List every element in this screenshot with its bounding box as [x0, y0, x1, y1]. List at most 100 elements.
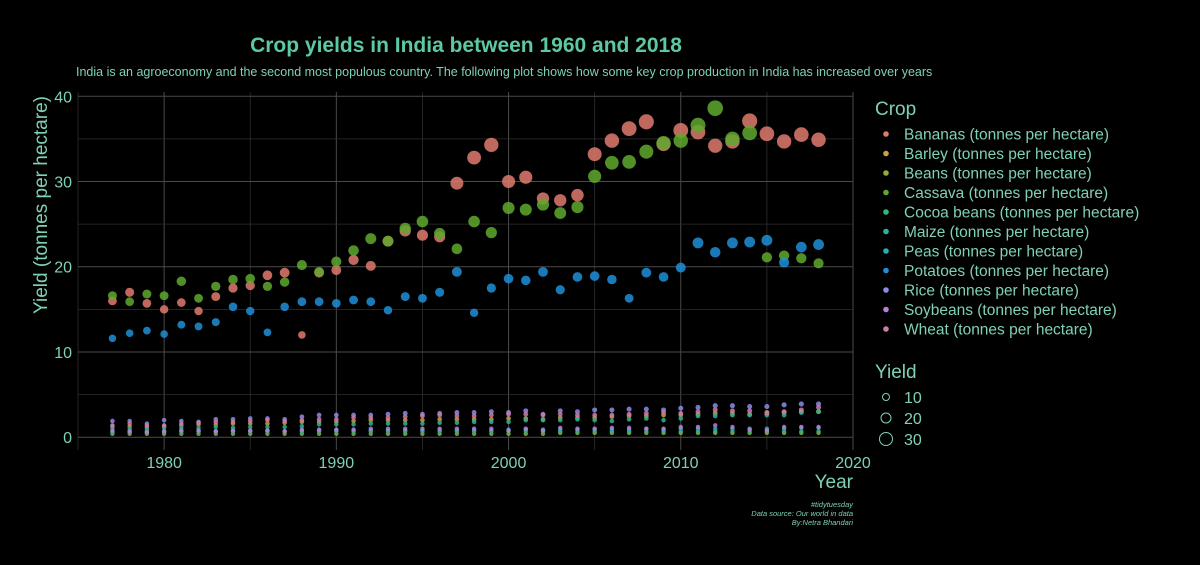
data-point — [661, 426, 666, 431]
data-point — [521, 275, 531, 286]
data-point — [558, 425, 563, 431]
data-point — [575, 416, 580, 422]
legend-size-key — [880, 412, 892, 424]
data-point — [437, 420, 442, 425]
data-point — [471, 426, 477, 431]
data-point — [742, 113, 758, 129]
legend-label: Wheat (tonnes per hectare) — [904, 322, 1093, 339]
data-point — [540, 428, 546, 433]
data-point — [297, 297, 307, 307]
data-point — [643, 406, 649, 412]
legend: Crop Bananas (tonnes per hectare) Barley (… — [875, 99, 1139, 449]
data-point — [316, 416, 322, 422]
data-point — [382, 235, 394, 247]
data-point — [709, 246, 721, 258]
x-axis-label: Year — [815, 472, 854, 493]
data-point — [316, 422, 322, 427]
data-point — [605, 155, 619, 170]
data-point — [127, 421, 132, 426]
data-point — [262, 281, 273, 291]
data-point — [557, 408, 563, 414]
data-point — [592, 417, 597, 423]
data-point — [245, 280, 255, 291]
legend-size-label: 30 — [904, 432, 922, 449]
x-tick-label: 1980 — [146, 455, 182, 472]
data-point — [230, 419, 236, 425]
data-point — [730, 412, 735, 418]
data-point — [712, 413, 718, 419]
legend-label: Beans (tonnes per hectare) — [904, 166, 1092, 183]
data-point — [708, 138, 723, 153]
data-point — [454, 410, 460, 415]
data-point — [451, 243, 463, 255]
data-point — [554, 194, 567, 207]
data-point — [592, 412, 598, 418]
data-point — [279, 277, 290, 287]
data-point — [179, 421, 184, 426]
legend-key — [883, 287, 889, 293]
data-point — [621, 121, 637, 137]
legend-label: Rice (tonnes per hectare) — [904, 283, 1079, 300]
data-point — [695, 424, 701, 430]
data-point — [316, 427, 322, 432]
data-point — [351, 422, 356, 427]
data-point — [247, 418, 253, 424]
data-point — [502, 175, 516, 188]
data-point — [592, 407, 598, 413]
data-point — [211, 318, 220, 327]
data-point — [279, 267, 290, 278]
data-point — [245, 273, 256, 284]
data-point — [142, 299, 152, 308]
series-group — [108, 234, 824, 343]
data-point — [420, 417, 425, 423]
data-point — [435, 287, 445, 297]
data-point — [604, 133, 620, 148]
data-point — [779, 257, 790, 268]
caption-line: Data source: Our world in data — [751, 509, 853, 518]
data-point — [609, 412, 615, 418]
data-point — [110, 423, 115, 428]
data-point — [675, 262, 686, 273]
data-point — [523, 411, 529, 417]
y-tick-label: 30 — [54, 175, 72, 192]
data-point — [437, 412, 443, 418]
data-point — [764, 410, 770, 416]
data-point — [296, 260, 307, 271]
legend-key — [883, 267, 889, 274]
data-point — [248, 424, 253, 430]
legend-label: Peas (tonnes per hectare) — [904, 244, 1083, 261]
data-point — [450, 176, 464, 190]
legend-key — [883, 209, 889, 215]
data-point — [781, 409, 787, 415]
data-point — [488, 412, 494, 418]
data-point — [144, 423, 150, 428]
series-group — [110, 423, 821, 435]
data-point — [282, 429, 287, 434]
data-point — [575, 412, 580, 418]
data-point — [471, 413, 477, 419]
data-point — [127, 429, 132, 434]
data-point — [125, 329, 134, 338]
data-point — [695, 413, 701, 419]
data-point — [196, 428, 201, 433]
data-point — [467, 150, 482, 165]
data-point — [230, 428, 236, 433]
data-point — [781, 412, 787, 418]
legend-size-title: Yield — [875, 362, 917, 383]
data-point — [299, 414, 305, 420]
data-point — [265, 421, 270, 426]
data-point — [690, 117, 706, 133]
legend-size-label: 20 — [904, 411, 922, 428]
data-point — [262, 270, 273, 281]
legend-label: Potatoes (tonnes per hectare) — [904, 263, 1109, 280]
data-point — [536, 198, 550, 211]
data-point — [402, 410, 408, 416]
x-tick-label: 2000 — [491, 455, 527, 472]
y-axis-label: Yield (tonnes per hectare) — [31, 96, 52, 314]
data-point — [265, 428, 270, 433]
data-point — [489, 426, 494, 431]
data-point — [144, 426, 150, 431]
data-point — [228, 283, 238, 293]
